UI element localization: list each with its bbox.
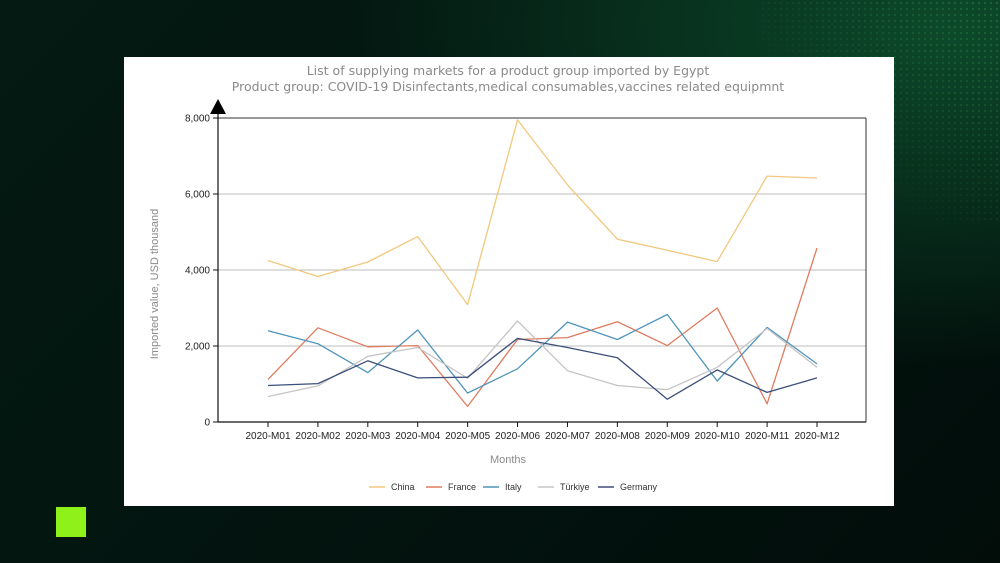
y-tick-label: 8,000 xyxy=(185,114,210,125)
accent-square xyxy=(56,507,86,537)
x-tick-label: 2020-M04 xyxy=(395,431,440,442)
y-axis-label: Imported value, USD thousand xyxy=(149,209,161,359)
series-lines xyxy=(267,119,818,408)
legend: China France Italy Türkiye Germany xyxy=(369,482,658,492)
legend-label: France xyxy=(448,482,476,492)
x-axis-label: Months xyxy=(490,454,527,466)
line-chart: List of supplying markets for a product … xyxy=(149,63,867,492)
x-tick-label: 2020-M07 xyxy=(545,431,590,442)
legend-label: Germany xyxy=(620,482,658,492)
axes xyxy=(210,99,867,423)
x-tick-label: 2020-M03 xyxy=(345,431,390,442)
x-tick-label: 2020-M05 xyxy=(445,431,490,442)
y-tick-label: 6,000 xyxy=(185,190,210,201)
series-line-germany xyxy=(267,337,818,400)
y-tick-label: 2,000 xyxy=(185,342,210,353)
x-tick-label: 2020-M12 xyxy=(794,431,839,442)
x-tick-label: 2020-M06 xyxy=(495,431,540,442)
series-line-t-rkiye xyxy=(267,320,818,398)
y-tick-label: 0 xyxy=(204,418,210,429)
x-tick-label: 2020-M09 xyxy=(645,431,690,442)
y-tick-label: 4,000 xyxy=(185,266,210,277)
chart-title: List of supplying markets for a product … xyxy=(307,63,710,78)
y-axis-ticks: 0 2,000 4,000 6,000 8,000 xyxy=(185,114,218,429)
x-tick-label: 2020-M02 xyxy=(295,431,340,442)
x-tick-label: 2020-M08 xyxy=(595,431,640,442)
x-tick-label: 2020-M10 xyxy=(695,431,740,442)
chart-card: List of supplying markets for a product … xyxy=(124,57,894,506)
x-tick-label: 2020-M01 xyxy=(245,431,290,442)
legend-label: Türkiye xyxy=(560,482,590,492)
y-axis-arrow xyxy=(210,99,226,114)
series-line-france xyxy=(267,247,818,408)
legend-label: Italy xyxy=(505,482,522,492)
x-axis-ticks: 2020-M01 2020-M02 2020-M03 2020-M04 2020-M05… xyxy=(245,422,840,442)
legend-label: China xyxy=(391,482,415,492)
series-line-china xyxy=(267,119,818,306)
chart-subtitle: Product group: COVID-19 Disinfectants,me… xyxy=(232,79,785,94)
x-tick-label: 2020-M11 xyxy=(745,431,790,442)
